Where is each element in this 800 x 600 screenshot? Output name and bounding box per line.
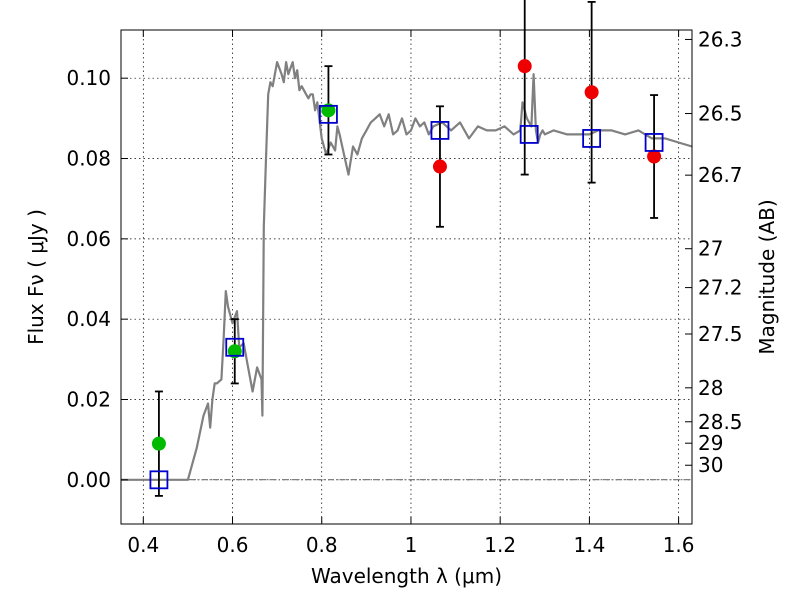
x-tick-label: 1.6	[663, 533, 695, 557]
right-tick-label: 28	[698, 376, 723, 400]
synthetic-flux-point	[430, 121, 450, 140]
right-tick-label: 26.7	[698, 163, 743, 187]
y-tick-label: 0.08	[66, 147, 111, 171]
x-tick-label: 0.4	[127, 533, 159, 557]
plot-frame	[120, 29, 693, 525]
x-tick-label: 0.8	[306, 533, 338, 557]
x-tick-label: 1.2	[484, 533, 516, 557]
right-tick-label: 26.5	[698, 102, 743, 126]
model-spectrum-group	[121, 60, 693, 481]
y-tick-label: 0.10	[66, 66, 111, 90]
right-axis-label: Magnitude (AB)	[755, 199, 779, 354]
y-tick-label: 0.04	[66, 307, 111, 331]
data-point	[517, 59, 532, 74]
synthetic-flux-point	[644, 133, 664, 152]
y-axis-label: Flux Fν ( μJy )	[24, 209, 48, 345]
x-axis-label: Wavelength λ (μm)	[311, 564, 502, 588]
model-spectrum-line	[121, 60, 693, 481]
synthetic-flux-point	[582, 129, 602, 148]
markers-group	[149, 59, 664, 490]
tick-labels-group: 0.4 0.6 0.8 1 1.2 1.4 1.6 0.00 0.02 0.04 0.06 0.08 0…	[66, 27, 742, 557]
synthetic-flux-point	[149, 470, 169, 490]
right-tick-label: 30	[698, 453, 723, 477]
synthetic-flux-point	[519, 125, 539, 144]
right-tick-label: 27.2	[698, 276, 743, 300]
right-tick-label: 26.3	[698, 27, 743, 51]
right-tick-label: 27	[698, 237, 723, 261]
x-tick-label: 1	[405, 533, 418, 557]
data-point	[227, 344, 242, 359]
x-tick-label: 0.6	[217, 533, 249, 557]
x-tick-label: 1.4	[573, 533, 605, 557]
data-point	[647, 149, 662, 164]
y-tick-label: 0.06	[66, 227, 111, 251]
ticks-group	[121, 30, 692, 524]
synthetic-flux-point	[225, 337, 245, 357]
data-point	[584, 85, 599, 100]
data-point	[151, 436, 166, 451]
right-tick-label: 28.5	[698, 410, 743, 434]
synthetic-flux-point	[319, 104, 338, 124]
y-tick-label: 0.00	[66, 468, 111, 492]
data-point	[321, 103, 336, 118]
right-tick-label: 29	[698, 431, 723, 455]
data-point	[432, 159, 447, 174]
y-tick-label: 0.02	[66, 387, 111, 411]
right-tick-label: 27.5	[698, 322, 743, 346]
